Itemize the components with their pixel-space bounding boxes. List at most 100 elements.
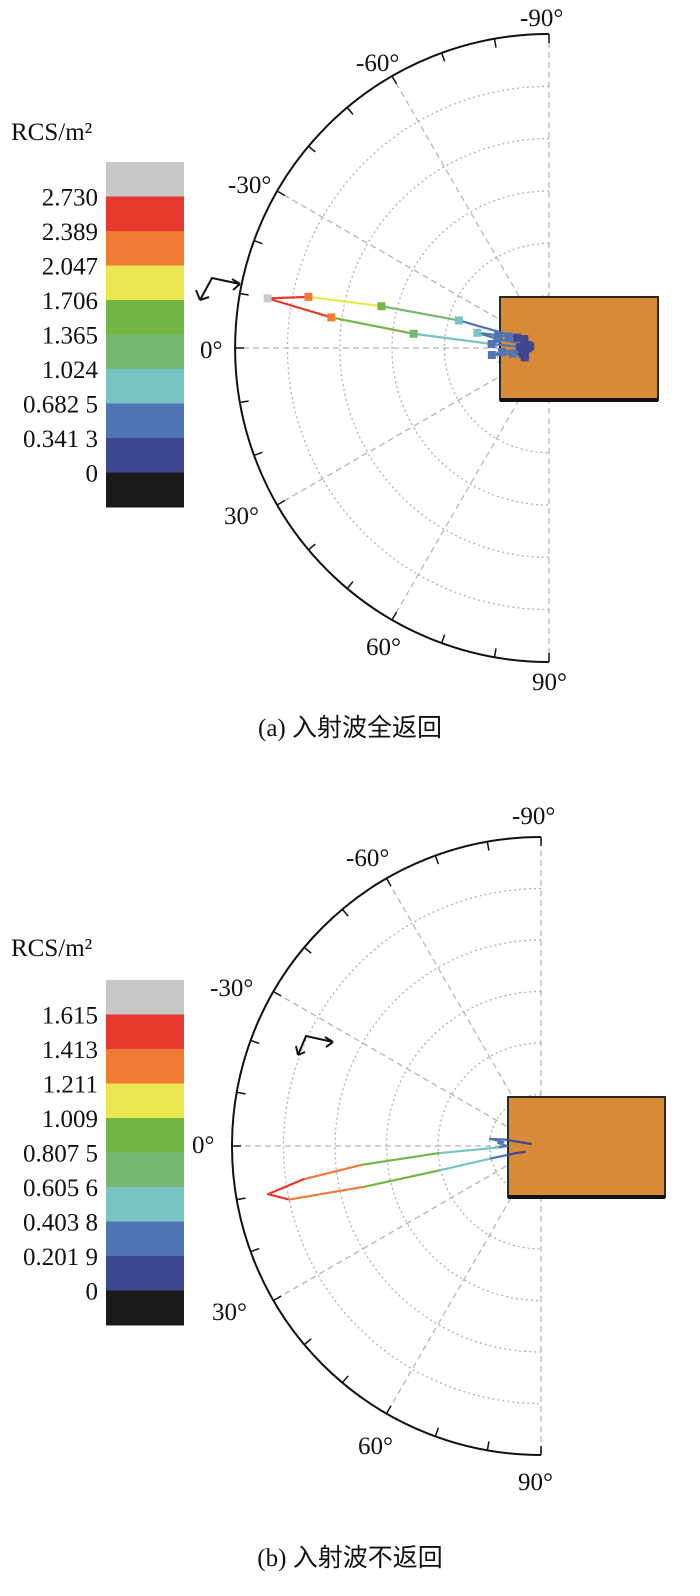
colorbar-tick-label: 1.706 bbox=[42, 288, 98, 315]
angle-tick bbox=[391, 75, 398, 85]
series-segment bbox=[412, 332, 493, 346]
polar-chart-a: RCS/m² 2.730 2.389 2.047 1.706 1.365 1.024 0.68… bbox=[11, 5, 659, 696]
angle-label: -90° bbox=[520, 5, 563, 32]
colorbar-swatch bbox=[106, 1221, 184, 1257]
angle-tick bbox=[486, 1441, 490, 1451]
colorbar-tick-label: 0.201 9 bbox=[23, 1244, 98, 1271]
angle-tick bbox=[239, 292, 249, 296]
data-point bbox=[513, 333, 522, 342]
target-box bbox=[507, 1096, 666, 1198]
colorbar-tick-label: 0 bbox=[86, 461, 99, 488]
grid-circle bbox=[334, 939, 542, 1353]
colorbar-swatch bbox=[106, 162, 184, 197]
series-segment bbox=[266, 1178, 305, 1196]
series-segment bbox=[489, 1153, 509, 1160]
series-segment bbox=[497, 1144, 508, 1149]
colorbar-swatch bbox=[106, 300, 184, 335]
colorbar-tick-label: 2.730 bbox=[42, 185, 98, 212]
colorbar-swatch bbox=[106, 403, 184, 439]
colorbar-swatch bbox=[106, 1290, 184, 1326]
caption-b: (b) 入射波不返回 bbox=[257, 1545, 443, 1572]
colorbar-tick-label: 0 bbox=[86, 1279, 99, 1306]
colorbar-tick-label: 0.682 5 bbox=[23, 392, 98, 419]
colorbar: RCS/m² 2.730 2.389 2.047 1.706 1.365 1.024 0.68… bbox=[11, 119, 184, 508]
colorbar-swatch bbox=[106, 438, 184, 473]
grid-circle bbox=[282, 887, 542, 1405]
data-point bbox=[520, 335, 529, 344]
angle-tick bbox=[434, 855, 440, 865]
colorbar-tick-label: 0.341 3 bbox=[23, 426, 98, 453]
grid-circle bbox=[391, 190, 550, 506]
angle-tick bbox=[486, 841, 490, 851]
angle-tick bbox=[273, 990, 282, 997]
colorbar-tick-label: 1.024 bbox=[42, 357, 99, 384]
grid-circle bbox=[339, 138, 550, 558]
colorbar-swatch bbox=[106, 265, 184, 301]
series-segment bbox=[502, 1138, 533, 1145]
colorbar-swatch bbox=[106, 1256, 184, 1291]
data-point bbox=[304, 292, 313, 301]
series-segment bbox=[380, 305, 461, 322]
colorbar-swatch bbox=[106, 1049, 184, 1084]
angle-label: -60° bbox=[356, 50, 399, 77]
incident-wave-arrow bbox=[195, 276, 241, 301]
angle-tick bbox=[440, 52, 446, 62]
series-segment bbox=[439, 1157, 493, 1172]
colorbar-tick-label: 1.211 bbox=[43, 1072, 98, 1099]
colorbar-title: RCS/m² bbox=[11, 119, 92, 146]
angle-tick bbox=[303, 1338, 312, 1346]
incident-wave-arrow bbox=[295, 1034, 334, 1056]
angle-label: 60° bbox=[366, 634, 401, 661]
colorbar-tick-label: 1.615 bbox=[42, 1003, 98, 1030]
angle-label: 60° bbox=[358, 1433, 393, 1460]
angle-tick bbox=[307, 543, 316, 551]
angle-tick bbox=[276, 190, 286, 197]
angle-tick bbox=[493, 38, 497, 48]
data-point bbox=[508, 349, 517, 358]
series bbox=[263, 292, 535, 362]
figure-a: RCS/m² 2.730 2.389 2.047 1.706 1.365 1.024 0.68… bbox=[11, 5, 659, 742]
angle-label: 0° bbox=[200, 337, 223, 364]
colorbar-tick-label: 1.009 bbox=[42, 1106, 98, 1133]
colorbar-title: RCS/m² bbox=[11, 935, 92, 962]
caption-a: (a) 入射波全返回 bbox=[258, 715, 442, 742]
angle-tick bbox=[276, 499, 286, 506]
colorbar-tick-label: 0.605 6 bbox=[23, 1175, 98, 1202]
colorbar-tick-label: 0.403 8 bbox=[23, 1210, 98, 1237]
angle-tick bbox=[391, 611, 398, 621]
angle-label: -30° bbox=[228, 172, 271, 199]
angle-tick bbox=[253, 239, 263, 245]
series bbox=[266, 1137, 533, 1201]
series-segment bbox=[266, 295, 310, 300]
polar-chart-b: RCS/m² 1.615 1.413 1.211 1.009 0.807 5 0.605 6… bbox=[11, 803, 666, 1496]
data-point bbox=[487, 339, 496, 348]
angle-label: -30° bbox=[210, 975, 253, 1002]
angle-tick bbox=[239, 400, 249, 404]
grid-radial-line bbox=[273, 1145, 542, 1302]
angle-tick bbox=[253, 451, 263, 457]
colorbar: RCS/m² 1.615 1.413 1.211 1.009 0.807 5 0.605 6… bbox=[11, 935, 184, 1326]
angle-tick bbox=[250, 1039, 260, 1045]
series-segment bbox=[288, 1185, 367, 1201]
angle-tick bbox=[307, 145, 316, 153]
angle-label: 0° bbox=[192, 1132, 215, 1159]
data-point bbox=[524, 344, 533, 353]
angle-label: 30° bbox=[224, 503, 259, 530]
angle-tick bbox=[346, 581, 354, 590]
figure-b: RCS/m² 1.615 1.413 1.211 1.009 0.807 5 0.605 6… bbox=[0, 800, 700, 1596]
angle-tick bbox=[385, 1405, 392, 1414]
data-point bbox=[377, 302, 386, 311]
angle-label: 30° bbox=[212, 1299, 247, 1326]
series-segment bbox=[266, 1193, 291, 1201]
colorbar-swatch bbox=[106, 1187, 184, 1222]
colorbar-swatch bbox=[106, 1083, 184, 1119]
colorbar-swatch bbox=[106, 334, 184, 370]
angle-tick bbox=[385, 878, 392, 887]
data-point bbox=[327, 313, 336, 322]
angle-label: -60° bbox=[346, 845, 389, 872]
data-point bbox=[494, 331, 503, 340]
colorbar-tick-label: 1.413 bbox=[42, 1037, 98, 1064]
colorbar-swatch bbox=[106, 1152, 184, 1188]
grid-circle bbox=[385, 990, 542, 1302]
colorbar-swatch bbox=[106, 1118, 184, 1153]
